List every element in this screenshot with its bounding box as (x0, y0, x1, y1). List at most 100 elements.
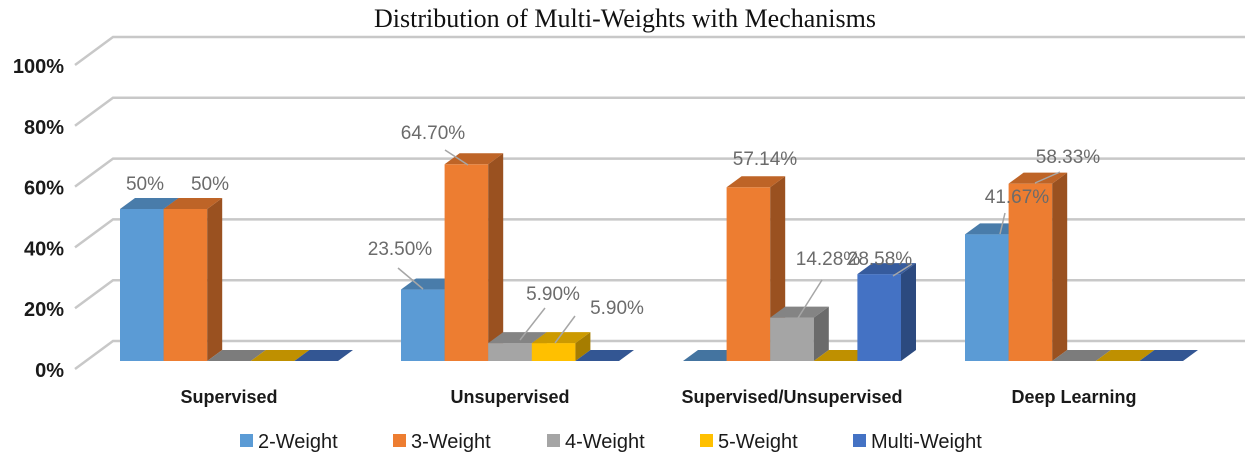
bar (857, 263, 916, 361)
bar-front (488, 343, 532, 361)
bar-front (1008, 183, 1053, 361)
gridline (74, 35, 1245, 67)
gridline (74, 157, 1245, 188)
legend-item: 4-Weight (547, 431, 645, 453)
bar-top (1139, 350, 1198, 361)
bar-top (294, 350, 353, 361)
bar-top (488, 332, 547, 344)
bar-front (444, 164, 489, 361)
leader-line (797, 279, 823, 319)
bar-top (250, 350, 310, 361)
chart-title: Distribution of Multi-Weights with Mecha… (374, 4, 876, 33)
gridline (74, 96, 1245, 127)
bar (575, 350, 634, 361)
bar-front (120, 209, 164, 361)
leader-line (1034, 171, 1061, 184)
x-tick-label: Supervised/Unsupervised (681, 387, 902, 407)
legend-item: 2-Weight (240, 431, 338, 453)
data-label: 57.14% (733, 149, 798, 170)
legend-label: Multi-Weight (871, 431, 982, 453)
bar-top (1095, 350, 1155, 361)
bar-side (575, 332, 591, 361)
y-tick-label: 0% (35, 360, 64, 382)
y-tick-label: 100% (13, 56, 64, 78)
bar (1008, 172, 1068, 361)
bar-top (163, 198, 223, 209)
bar (444, 153, 504, 361)
bar-front (531, 343, 576, 361)
leader-line (892, 263, 913, 277)
bar-top (531, 332, 591, 344)
bar-top (207, 350, 266, 361)
legend-label: 2-Weight (258, 431, 338, 453)
bar-top (726, 176, 786, 188)
legend-label: 3-Weight (411, 431, 491, 453)
bar (1052, 350, 1111, 361)
bar-top (120, 198, 179, 209)
bars (120, 153, 1198, 361)
legend: 2-Weight 3-Weight 4-Weight 5-Weight Multi-We… (240, 431, 982, 453)
data-label: 23.50% (368, 239, 433, 260)
bar (1095, 350, 1155, 361)
data-label: 50% (191, 174, 229, 195)
bar (207, 350, 266, 361)
bar (1139, 350, 1198, 361)
legend-item: 3-Weight (393, 431, 491, 453)
legend-item: 5-Weight (700, 431, 798, 453)
bar (531, 332, 591, 361)
y-tick-label: 40% (24, 238, 64, 260)
bar-top (770, 306, 829, 318)
leader-line (554, 315, 576, 344)
legend-label: 5-Weight (718, 431, 798, 453)
data-label: 50% (126, 174, 164, 195)
leader-line (397, 267, 424, 290)
bar (163, 198, 223, 361)
bar (294, 350, 353, 361)
leader-line (999, 212, 1006, 235)
legend-swatch (240, 434, 253, 447)
x-tick-label: Deep Learning (1011, 387, 1136, 407)
data-label: 28.58% (848, 249, 913, 270)
data-label: 64.70% (401, 123, 466, 144)
bar (250, 350, 310, 361)
bar-top (575, 350, 634, 361)
gridlines (74, 35, 1245, 371)
bar-side (488, 153, 504, 361)
bar-side (813, 306, 829, 361)
y-axis: 0% 20% 40% 60% 80% 100% (13, 56, 64, 382)
data-label: 41.67% (985, 187, 1050, 208)
y-tick-label: 60% (24, 178, 64, 200)
gridline (74, 218, 1245, 249)
bar (770, 306, 829, 361)
legend-swatch (547, 434, 560, 447)
bar-front (965, 234, 1009, 361)
legend-label: 4-Weight (565, 431, 645, 453)
legend-item: Multi-Weight (853, 431, 982, 453)
legend-swatch (853, 434, 866, 447)
leader-line (444, 149, 469, 166)
bar-side (207, 198, 223, 361)
data-label: 14.28% (796, 249, 861, 270)
gridline (74, 278, 1245, 310)
legend-swatch (700, 434, 713, 447)
bar-front (857, 274, 901, 361)
x-tick-label: Supervised (180, 387, 277, 407)
y-tick-label: 20% (24, 299, 64, 321)
bar-side (1052, 172, 1068, 361)
data-label: 5.90% (526, 284, 580, 305)
bar-top (444, 153, 504, 165)
data-label: 58.33% (1036, 147, 1101, 168)
x-axis: Supervised Unsupervised Supervised/Unsuper… (180, 387, 1136, 407)
y-tick-label: 80% (24, 117, 64, 139)
bar-top (1052, 350, 1111, 361)
data-label: 5.90% (590, 298, 644, 319)
legend-swatch (393, 434, 406, 447)
bar-front (770, 317, 814, 361)
bar-front (726, 187, 771, 361)
leader-line (519, 307, 546, 341)
bar-front (163, 209, 208, 361)
bar-front (401, 289, 445, 361)
data-labels: 50% 50% 23.50% 64.70% 5.90% 5.90% 57.14% 14.28%… (126, 123, 1101, 344)
bar-side (901, 263, 916, 361)
